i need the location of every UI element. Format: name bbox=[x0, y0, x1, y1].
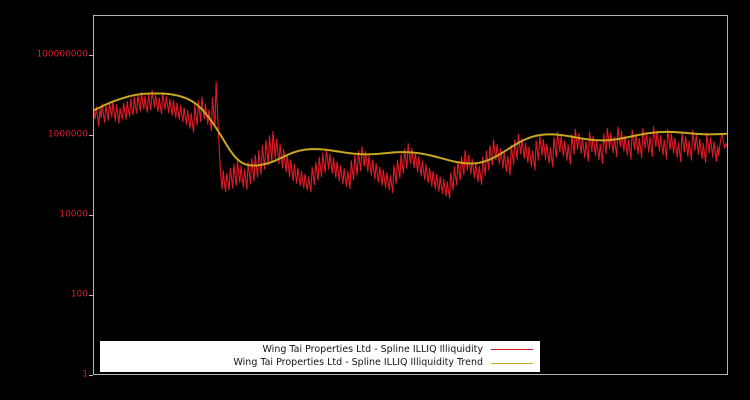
series-canvas bbox=[94, 81, 727, 199]
legend-entry-illiquidity-trend: Wing Tai Properties Ltd - Spline ILLIQ I… bbox=[101, 357, 539, 371]
y-axis-tick-mark bbox=[89, 55, 93, 56]
y-axis-tick-label: 1 bbox=[82, 369, 88, 380]
y-axis-tick-mark bbox=[89, 375, 93, 376]
legend-entry-illiquidity: Wing Tai Properties Ltd - Spline ILLIQ I… bbox=[101, 343, 539, 357]
y-axis-tick-mark bbox=[89, 135, 93, 136]
y-axis-tick-label: 1000000 bbox=[47, 129, 88, 140]
illiquidity-series-line bbox=[94, 81, 727, 199]
y-axis-tick-mark bbox=[89, 215, 93, 216]
y-axis-tick-label: 100 bbox=[70, 289, 88, 300]
illiquidity-trend-line bbox=[94, 92, 727, 167]
legend-line-swatch-illiquidity-trend bbox=[491, 362, 533, 364]
plot-area bbox=[93, 15, 728, 375]
legend-label-illiquidity: Wing Tai Properties Ltd - Spline ILLIQ I… bbox=[262, 343, 484, 355]
chart-legend: Wing Tai Properties Ltd - Spline ILLIQ I… bbox=[100, 341, 540, 372]
legend-line-swatch-illiquidity bbox=[491, 349, 533, 351]
y-axis-tick-label: 10000 bbox=[59, 209, 88, 220]
y-axis-tick-label: 100000000 bbox=[36, 49, 88, 60]
y-axis-tick-mark bbox=[89, 295, 93, 296]
legend-label-illiquidity-trend: Wing Tai Properties Ltd - Spline ILLIQ I… bbox=[233, 357, 483, 369]
y-axis-tick-labels: 1 100 10000 1000000 100000000 bbox=[0, 0, 88, 400]
